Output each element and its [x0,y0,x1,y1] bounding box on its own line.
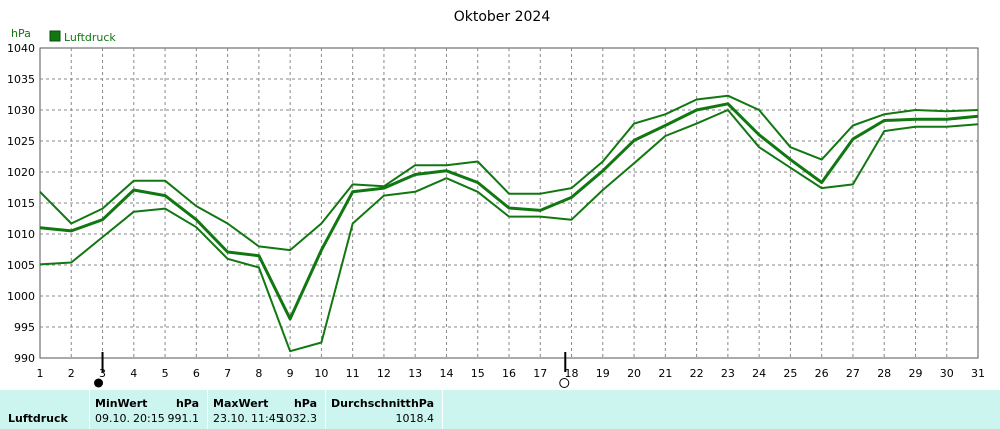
y-tick-label: 1030 [7,104,35,117]
x-tick-label: 7 [224,367,231,380]
series-line-max [39,94,979,252]
x-tick-label: 19 [596,367,610,380]
stats-avg-cell: Durchschnitt hPa 1018.4 [325,390,442,429]
avg-title: Durchschnitt [331,397,411,410]
x-tick-label: 21 [658,367,672,380]
x-tick-label: 22 [690,367,704,380]
y-tick-label: 1020 [7,166,35,179]
avg-unit: hPa [410,397,434,410]
stats-empty-cell [442,390,1000,429]
x-tick-label: 28 [877,367,891,380]
max-title: MaxWert [213,397,269,410]
y-tick-label: 1010 [7,228,35,241]
x-tick-label: 16 [502,367,516,380]
x-tick-label: 23 [721,367,735,380]
chart: Oktober 2024 hPa Luftdruck 990 995 1000 100… [7,9,986,388]
x-tick-label: 12 [377,367,391,380]
stats-panel: Luftdruck MinWert hPa 09.10. 20:15 991.1… [0,390,1000,429]
marker-hollow-circle [559,378,570,388]
stats-min-cell: MinWert hPa 09.10. 20:15 991.1 [89,390,207,429]
min-value: 991.1 [167,412,200,425]
x-tick-label: 11 [346,367,360,380]
x-tick-label: 26 [815,367,829,380]
x-tick-label: 8 [255,367,262,380]
x-tick-label: 24 [752,367,766,380]
min-time: 20:15 [133,412,165,425]
series-line-average [39,102,979,321]
stats-label-cell: Luftdruck [0,390,89,429]
max-time: 11:45 [251,412,283,425]
x-tick-label: 18 [565,367,579,380]
max-date: 23.10. [213,412,248,425]
max-unit: hPa [293,397,317,410]
legend-swatch [49,30,61,42]
marker-filled-circle [94,378,104,388]
series-lines [39,94,979,353]
x-tick-label: 3 [99,367,106,380]
x-tick-label: 17 [533,367,547,380]
grid [40,48,978,358]
y-tick-label: 1040 [7,42,35,55]
y-tick-label: 1025 [7,135,35,148]
y-tick-label: 1005 [7,259,35,272]
max-value: 1032.3 [278,412,318,425]
y-tick-label: 990 [14,352,35,365]
x-tick-label: 4 [130,367,137,380]
min-unit: hPa [175,397,199,410]
x-tick-label: 25 [783,367,797,380]
y-tick-label: 1035 [7,73,35,86]
y-axis-unit: hPa [11,27,31,40]
y-tick-label: 1000 [7,290,35,303]
y-tick-label: 995 [14,321,35,334]
stats-label: Luftdruck [8,412,68,425]
x-tick-label: 14 [439,367,453,380]
series-line-min [39,109,979,353]
x-tick-label: 2 [68,367,75,380]
x-tick-label: 29 [908,367,922,380]
y-tick-labels: 990 995 1000 1005 1010 1015 1020 1025 1030 1035 10… [7,42,35,365]
x-tick-labels: 1 2 3 4 5 6 7 8 9 10 11 12 13 14 15 16 17 18 19 20 21 22 23 24 2… [37,367,986,380]
x-tick-label: 20 [627,367,641,380]
x-tick-label: 15 [471,367,485,380]
legend-label: Luftdruck [64,31,116,44]
chart-title: Oktober 2024 [454,9,551,25]
min-title: MinWert [95,397,148,410]
axis-markers [94,352,570,388]
x-tick-label: 1 [37,367,44,380]
x-tick-label: 10 [314,367,328,380]
x-tick-label: 27 [846,367,860,380]
x-tick-label: 9 [287,367,294,380]
y-tick-label: 1015 [7,197,35,210]
min-date: 09.10. [95,412,130,425]
x-tick-label: 13 [408,367,422,380]
stats-max-cell: MaxWert hPa 23.10. 11:45 1032.3 [207,390,325,429]
avg-value: 1018.4 [395,412,435,425]
x-tick-label: 30 [940,367,954,380]
x-tick-label: 5 [162,367,169,380]
x-tick-label: 6 [193,367,200,380]
x-tick-label: 31 [971,367,985,380]
